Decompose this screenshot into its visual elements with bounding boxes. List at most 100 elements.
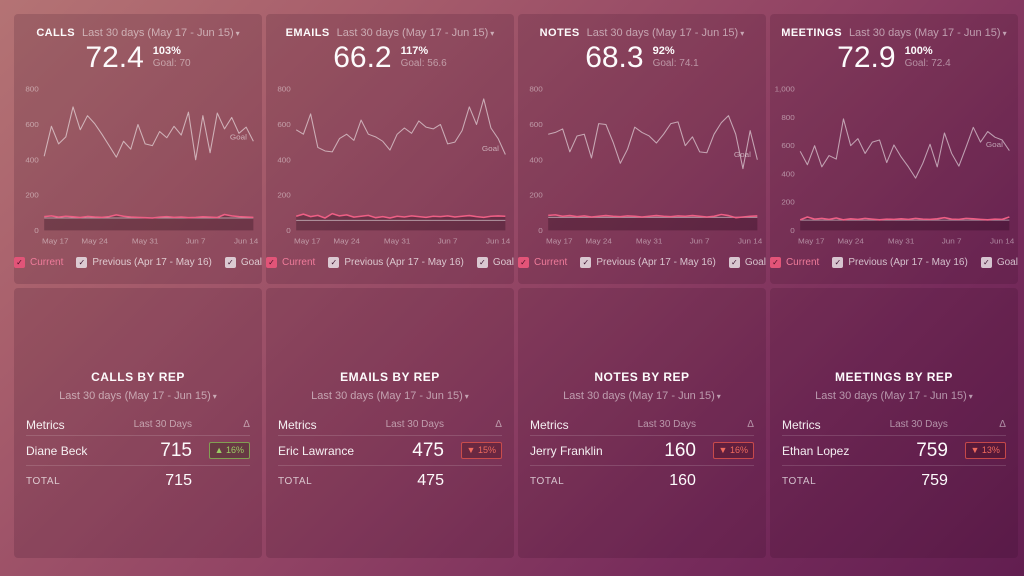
chevron-down-icon: ▾ xyxy=(212,392,217,401)
legend-label: Goal xyxy=(240,257,262,268)
checkbox-checked-icon: ✓ xyxy=(517,257,529,268)
total-value: 715 xyxy=(165,472,192,489)
date-range-selector[interactable]: Last 30 days (May 17 - Jun 15) ▾ xyxy=(14,390,262,402)
kpi-header: MEETINGS Last 30 days (May 17 - Jun 15) ▾ xyxy=(770,14,1018,39)
table-header-row: Metrics Last 30 Days Δ xyxy=(26,414,250,436)
svg-text:0: 0 xyxy=(790,226,795,235)
column-header-metrics: Metrics xyxy=(26,417,65,432)
legend-current[interactable]: ✓ Current xyxy=(14,257,63,268)
legend-current[interactable]: ✓ Current xyxy=(265,257,315,268)
legend-previous[interactable]: ✓ Previous (Apr 17 - May 16) xyxy=(580,257,716,268)
svg-text:Goal: Goal xyxy=(482,144,499,153)
legend-previous[interactable]: ✓ Previous (Apr 17 - May 16) xyxy=(832,257,968,268)
delta-badge: ▼ 15% xyxy=(460,442,502,459)
date-range-selector[interactable]: Last 30 days (May 17 - Jun 15) ▾ xyxy=(266,390,514,402)
column-header-delta: Δ xyxy=(243,419,250,430)
column-header-metrics: Metrics xyxy=(781,417,821,432)
rep-table: Metrics Last 30 Days Δ Jerry Franklin 16… xyxy=(529,414,754,496)
table-header-row: Metrics Last 30 Days Δ xyxy=(529,414,754,436)
column-header-period: Last 30 Days xyxy=(133,419,192,430)
legend-goal[interactable]: ✓ Goal xyxy=(476,257,514,268)
legend-label: Goal xyxy=(492,257,514,268)
svg-text:May 24: May 24 xyxy=(333,237,360,246)
metric-title: NOTES xyxy=(539,27,580,39)
svg-text:200: 200 xyxy=(529,191,543,200)
kpi-value: 72.4 xyxy=(85,41,144,74)
date-range-selector[interactable]: Last 30 days (May 17 - Jun 15) ▾ xyxy=(337,27,495,39)
svg-text:May 24: May 24 xyxy=(81,237,108,246)
svg-text:May 17: May 17 xyxy=(294,237,320,246)
date-range-selector[interactable]: Last 30 days (May 17 - Jun 15) ▾ xyxy=(849,27,1007,39)
svg-text:400: 400 xyxy=(277,156,291,165)
table-title: NOTES BY REP xyxy=(594,370,690,384)
svg-text:May 17: May 17 xyxy=(798,237,824,246)
dashboard-grid: CALLS Last 30 days (May 17 - Jun 15) ▾ 72… xyxy=(14,14,1018,558)
legend-goal[interactable]: ✓ Goal xyxy=(728,257,766,268)
chevron-down-icon: ▾ xyxy=(716,392,721,401)
legend-previous[interactable]: ✓ Previous (Apr 17 - May 16) xyxy=(328,257,464,268)
legend-goal[interactable]: ✓ Goal xyxy=(224,257,262,268)
date-range-label: Last 30 days (May 17 - Jun 15) xyxy=(815,390,967,402)
date-range-label: Last 30 days (May 17 - Jun 15) xyxy=(586,27,739,39)
legend-label: Current xyxy=(30,257,64,268)
date-range-label: Last 30 days (May 17 - Jun 15) xyxy=(59,390,211,402)
svg-text:Jun 14: Jun 14 xyxy=(990,237,1015,246)
column-header-metrics: Metrics xyxy=(529,417,569,432)
kpi-goal-label: Goal: 72.4 xyxy=(904,58,951,69)
legend-goal[interactable]: ✓ Goal xyxy=(980,257,1018,268)
svg-text:Jun 14: Jun 14 xyxy=(234,237,259,246)
svg-text:800: 800 xyxy=(277,85,291,94)
legend-label: Current xyxy=(785,257,820,268)
kpi-goal-label: Goal: 74.1 xyxy=(652,58,699,69)
svg-text:May 31: May 31 xyxy=(132,237,158,246)
svg-text:400: 400 xyxy=(529,156,543,165)
svg-text:0: 0 xyxy=(286,226,291,235)
column-header-period: Last 30 Days xyxy=(637,419,696,430)
svg-text:May 17: May 17 xyxy=(42,237,68,246)
date-range-label: Last 30 days (May 17 - Jun 15) xyxy=(82,27,234,39)
table-row: Ethan Lopez 759 ▼ 13% xyxy=(781,436,1006,466)
date-range-label: Last 30 days (May 17 - Jun 15) xyxy=(563,390,715,402)
svg-text:Goal: Goal xyxy=(230,133,247,142)
date-range-label: Last 30 days (May 17 - Jun 15) xyxy=(311,390,463,402)
kpi-card-emails: EMAILS Last 30 days (May 17 - Jun 15) ▾ 6… xyxy=(265,14,514,284)
date-range-selector[interactable]: Last 30 days (May 17 - Jun 15) ▾ xyxy=(770,390,1018,402)
checkbox-checked-icon: ✓ xyxy=(14,257,25,268)
date-range-selector[interactable]: Last 30 days (May 17 - Jun 15) ▾ xyxy=(518,390,766,402)
svg-text:May 24: May 24 xyxy=(585,237,612,246)
legend-label: Current xyxy=(533,257,568,268)
svg-text:Goal: Goal xyxy=(734,150,751,159)
table-total-row: TOTAL 160 xyxy=(530,466,754,496)
total-label: TOTAL xyxy=(277,475,313,487)
legend-previous[interactable]: ✓ Previous (Apr 17 - May 16) xyxy=(76,257,212,268)
date-range-selector[interactable]: Last 30 days (May 17 - Jun 15) ▾ xyxy=(587,27,745,39)
legend-label: Goal xyxy=(744,257,766,268)
checkbox-checked-icon: ✓ xyxy=(580,257,592,268)
kpi-value: 72.9 xyxy=(837,41,896,74)
legend-label: Goal xyxy=(996,257,1018,268)
chart-legend: ✓ Current ✓ Previous (Apr 17 - May 16) ✓ Go… xyxy=(14,257,262,268)
kpi-value-row: 66.2 117% Goal: 56.6 xyxy=(266,42,514,80)
total-value: 160 xyxy=(669,472,696,489)
svg-text:800: 800 xyxy=(781,113,795,122)
legend-current[interactable]: ✓ Current xyxy=(769,257,820,268)
rep-value: 759 xyxy=(916,439,948,461)
svg-text:1,000: 1,000 xyxy=(775,85,796,94)
table-card-calls-by-rep: CALLS BY REP Last 30 days (May 17 - Jun … xyxy=(14,288,262,558)
svg-text:May 31: May 31 xyxy=(888,237,914,246)
kpi-value: 68.3 xyxy=(585,41,644,74)
kpi-percent-of-goal: 117% xyxy=(400,45,429,57)
table-card-emails-by-rep: EMAILS BY REP Last 30 days (May 17 - Jun… xyxy=(265,288,514,558)
date-range-selector[interactable]: Last 30 days (May 17 - Jun 15) ▾ xyxy=(82,27,240,39)
kpi-value-row: 68.3 92% Goal: 74.1 xyxy=(518,42,766,80)
svg-text:600: 600 xyxy=(25,120,39,129)
svg-text:Jun 7: Jun 7 xyxy=(942,237,962,246)
table-total-row: TOTAL 475 xyxy=(278,466,502,496)
checkbox-checked-icon: ✓ xyxy=(769,257,781,268)
kpi-header: NOTES Last 30 days (May 17 - Jun 15) ▾ xyxy=(518,14,766,39)
legend-current[interactable]: ✓ Current xyxy=(517,257,568,268)
table-card-notes-by-rep: NOTES BY REP Last 30 days (May 17 - Jun … xyxy=(517,288,766,558)
